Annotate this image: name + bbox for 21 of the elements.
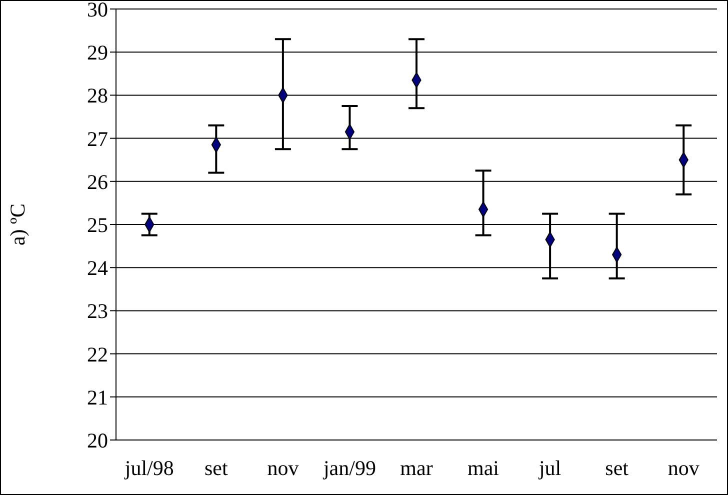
- y-tick-label: 30: [87, 0, 108, 22]
- y-axis-title: a) ºC: [5, 203, 30, 246]
- x-tick-label: nov: [668, 456, 700, 480]
- x-tick-label: jul/98: [124, 456, 174, 480]
- y-tick-label: 25: [87, 212, 108, 237]
- x-tick-label: mar: [400, 456, 433, 480]
- y-tick-label: 20: [87, 428, 108, 452]
- x-tick-label: jan/99: [322, 456, 376, 480]
- x-tick-label: mai: [468, 456, 500, 480]
- y-tick-label: 22: [87, 342, 108, 366]
- x-tick-label: set: [204, 456, 228, 480]
- y-tick-label: 27: [87, 126, 108, 151]
- x-tick-label: jul: [538, 456, 562, 480]
- x-tick-label: nov: [267, 456, 300, 480]
- y-tick-label: 21: [87, 385, 108, 410]
- y-tick-label: 28: [87, 84, 108, 108]
- y-tick-label: 29: [87, 40, 108, 65]
- y-tick-label: 24: [87, 256, 108, 280]
- y-tick-label: 23: [87, 299, 108, 324]
- y-tick-label: 26: [87, 170, 108, 194]
- x-tick-label: set: [605, 456, 629, 480]
